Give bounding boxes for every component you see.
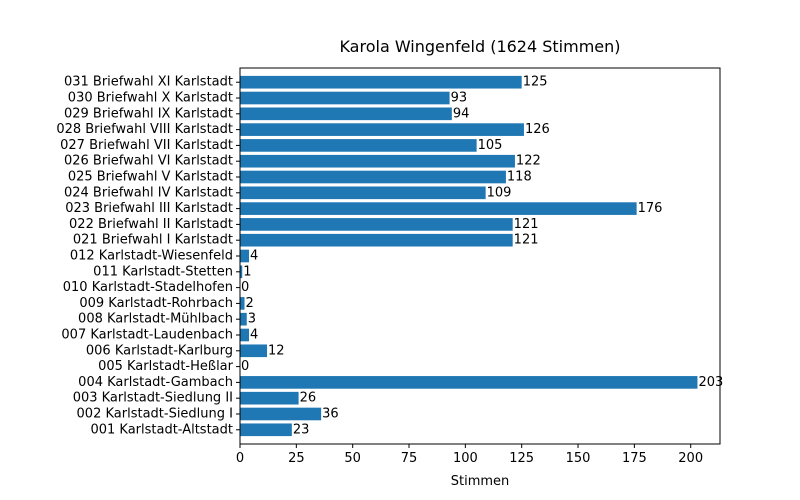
x-axis-label: Stimmen bbox=[451, 474, 510, 489]
y-tick-label: 021 Briefwahl I Karlstadt bbox=[73, 233, 233, 248]
bar-value-label: 122 bbox=[516, 154, 541, 169]
bar bbox=[240, 423, 292, 437]
y-tick-label: 007 Karlstadt-Laudenbach bbox=[61, 327, 233, 342]
y-tick-label: 025 Briefwahl V Karlstadt bbox=[68, 170, 233, 185]
x-tick-label: 0 bbox=[236, 451, 244, 466]
x-tick-label: 200 bbox=[678, 451, 703, 466]
y-tick-label: 031 Briefwahl XI Karlstadt bbox=[64, 75, 233, 90]
y-tick-label: 026 Briefwahl VI Karlstadt bbox=[64, 154, 233, 169]
y-tick-label: 030 Briefwahl X Karlstadt bbox=[68, 91, 233, 106]
bar-value-label: 1 bbox=[243, 264, 251, 279]
bar bbox=[240, 233, 513, 247]
x-tick-label: 175 bbox=[622, 451, 647, 466]
y-tick-label: 023 Briefwahl III Karlstadt bbox=[65, 201, 233, 216]
x-tick-label: 100 bbox=[453, 451, 478, 466]
bar-value-label: 4 bbox=[250, 327, 258, 342]
bar bbox=[240, 297, 245, 310]
y-tick-label: 029 Briefwahl IX Karlstadt bbox=[64, 106, 233, 121]
bar-value-label: 105 bbox=[478, 138, 503, 153]
bar-value-label: 94 bbox=[453, 106, 470, 121]
bar-value-label: 26 bbox=[300, 391, 317, 406]
bar-value-label: 176 bbox=[638, 201, 663, 216]
y-tick-label: 024 Briefwahl IV Karlstadt bbox=[64, 185, 233, 200]
bar-value-label: 0 bbox=[241, 359, 249, 374]
bar bbox=[240, 391, 299, 405]
y-tick-label: 027 Briefwahl VII Karlstadt bbox=[60, 138, 233, 153]
bar bbox=[240, 312, 247, 326]
y-tick-label: 009 Karlstadt-Rohrbach bbox=[79, 296, 233, 311]
bar-value-label: 125 bbox=[523, 75, 548, 90]
bar bbox=[240, 344, 268, 358]
y-tick-label: 005 Karlstadt-Heßlar bbox=[98, 359, 234, 374]
bar bbox=[240, 107, 452, 121]
bar-value-label: 4 bbox=[250, 249, 258, 264]
y-tick-label: 022 Briefwahl II Karlstadt bbox=[69, 217, 233, 232]
bar-value-label: 109 bbox=[487, 185, 512, 200]
bar-value-label: 121 bbox=[514, 217, 539, 232]
y-tick-label: 004 Karlstadt-Gambach bbox=[78, 375, 233, 390]
bar bbox=[240, 249, 250, 263]
x-tick-label: 50 bbox=[344, 451, 361, 466]
bar-value-label: 126 bbox=[525, 122, 550, 137]
bar bbox=[240, 91, 450, 105]
bar-value-label: 118 bbox=[507, 170, 532, 185]
y-tick-label: 010 Karlstadt-Stadelhofen bbox=[63, 280, 233, 295]
bar bbox=[240, 123, 524, 136]
bar bbox=[240, 202, 637, 215]
bar bbox=[240, 186, 486, 200]
bar bbox=[240, 376, 698, 389]
plot-frame bbox=[239, 67, 721, 445]
bar bbox=[240, 170, 506, 184]
y-tick-label: 011 Karlstadt-Stetten bbox=[93, 264, 233, 279]
bar-value-label: 0 bbox=[241, 280, 249, 295]
bar-value-label: 2 bbox=[246, 296, 254, 311]
y-tick-label: 028 Briefwahl VIII Karlstadt bbox=[56, 122, 233, 137]
x-tick-label: 125 bbox=[509, 451, 534, 466]
bar bbox=[240, 407, 322, 421]
bar-value-label: 93 bbox=[451, 91, 468, 106]
bar-value-label: 36 bbox=[322, 406, 339, 421]
y-tick-label: 012 Karlstadt-Wiesenfeld bbox=[70, 249, 233, 264]
bar bbox=[240, 154, 515, 168]
y-tick-label: 003 Karlstadt-Siedlung II bbox=[73, 391, 233, 406]
bar-value-label: 23 bbox=[293, 422, 310, 437]
bar-value-label: 3 bbox=[248, 312, 256, 327]
bar bbox=[240, 265, 243, 279]
x-axis: 0 25 50 75 100 125 150 175 200 bbox=[236, 444, 703, 466]
x-tick-label: 25 bbox=[288, 451, 305, 466]
bar bbox=[240, 328, 250, 342]
bar-value-label: 121 bbox=[514, 233, 539, 248]
bars-group bbox=[240, 75, 698, 437]
chart-title: Karola Wingenfeld (1624 Stimmen) bbox=[339, 37, 620, 56]
bar bbox=[240, 75, 522, 89]
y-tick-label: 002 Karlstadt-Siedlung I bbox=[77, 406, 233, 421]
x-tick-label: 75 bbox=[401, 451, 418, 466]
bar-value-label: 203 bbox=[698, 375, 723, 390]
bar bbox=[240, 218, 513, 231]
x-tick-label: 150 bbox=[566, 451, 591, 466]
bar-value-label: 12 bbox=[268, 343, 285, 358]
y-tick-label: 008 Karlstadt-Mühlbach bbox=[78, 312, 233, 327]
y-tick-label: 006 Karlstadt-Karlburg bbox=[86, 343, 233, 358]
y-tick-label: 001 Karlstadt-Altstadt bbox=[90, 422, 233, 437]
bar bbox=[240, 139, 477, 152]
value-labels-group: 2336262030124320141211211761091181221051… bbox=[241, 75, 723, 438]
